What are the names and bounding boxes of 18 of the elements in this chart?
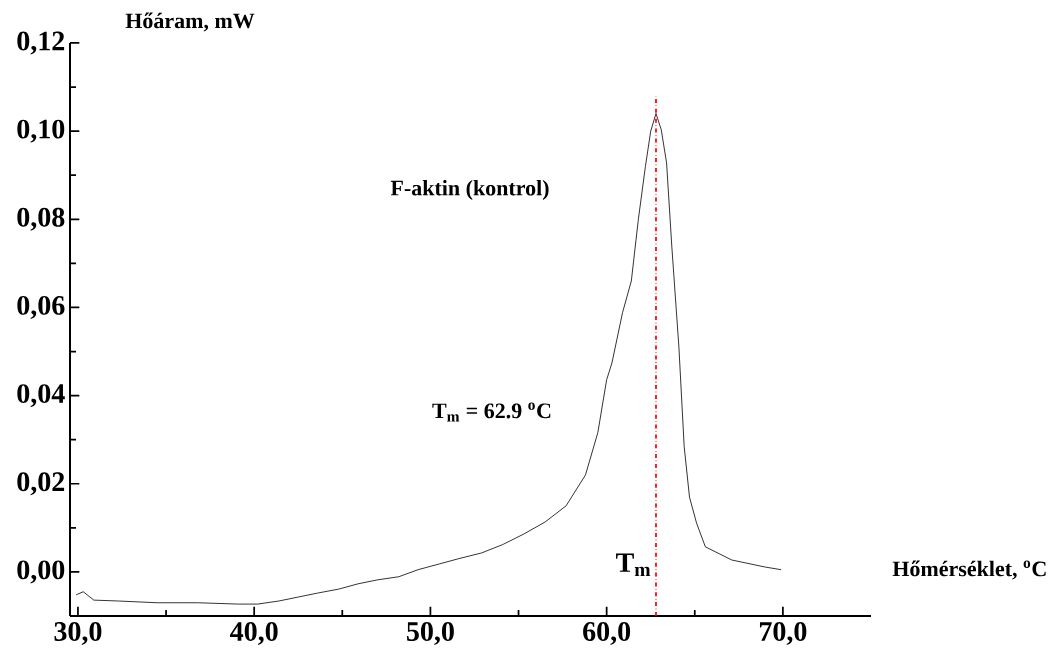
y-tick-label: 0,06 [17,295,65,319]
y-tick-label: 0,08 [17,207,65,231]
y-tick-label: 0,04 [17,384,65,408]
x-tick-label: 70,0 [759,622,807,645]
x-tick-label: 50,0 [407,622,454,645]
y-tick-label: 0,02 [17,472,65,496]
ref-line-label: T$_{m}$ [616,553,651,577]
y-tick-label: 0,12 [17,31,65,55]
x-axis-title: Hőmérséklet, $^{o}$C [892,560,1046,580]
text: F-aktin (kontrol) [390,180,549,200]
x-tick-label: 60,0 [583,622,631,645]
x-tick-label: 40,0 [230,622,278,645]
line-series [75,113,782,605]
annotation: T$_{m}$ = 62.9 $^{o}$C [432,402,551,422]
x-tick-label: 30,0 [54,622,102,645]
y-tick-label: 0,00 [17,560,65,584]
y-tick-label: 0,10 [17,119,65,143]
y-axis-title: Hőáram, mW [125,12,255,32]
